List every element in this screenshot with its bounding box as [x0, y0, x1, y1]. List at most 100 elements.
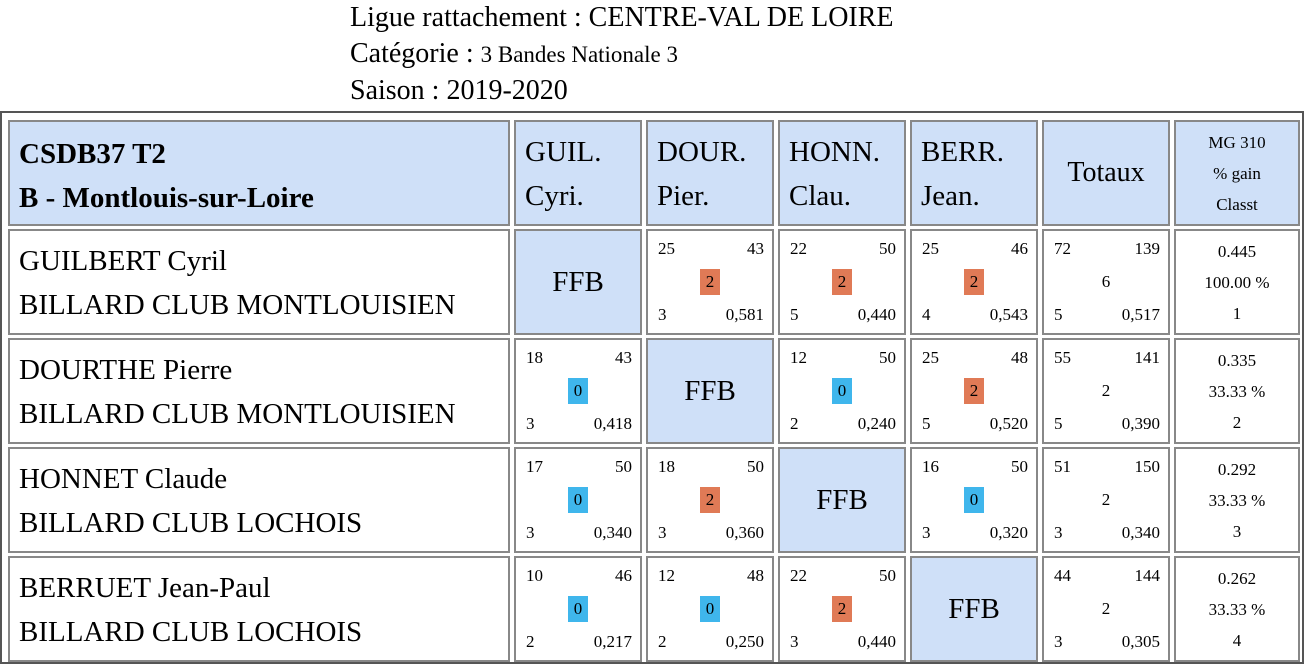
categorie-label: Catégorie :: [350, 38, 474, 69]
player-name-cell: DOURTHE Pierre BILLARD CLUB MONTLOUISIEN: [8, 338, 510, 444]
totals-cell: 44 144 2 3 0,305: [1042, 556, 1170, 662]
player-name: DOURTHE Pierre: [19, 354, 233, 386]
totals-result: 6: [1101, 272, 1111, 291]
match-serie: 5: [922, 414, 931, 433]
match-serie: 2: [790, 414, 799, 433]
classt-value: 1: [1232, 303, 1242, 323]
player-column-header: BERR. Jean.: [910, 120, 1038, 226]
saison-line: Saison : 2019-2020: [350, 73, 894, 109]
totaux-header: Totaux: [1042, 120, 1170, 226]
match-moyenne: 0,520: [989, 414, 1028, 433]
totals-moyenne: 0,340: [1121, 523, 1160, 542]
player-column-header: DOUR. Pier.: [646, 120, 774, 226]
match-reprises: 46: [1011, 239, 1028, 258]
totals-result: 2: [1101, 490, 1111, 509]
totals-serie: 3: [1054, 632, 1063, 651]
totaux-label: Totaux: [1067, 157, 1145, 188]
match-moyenne: 0,217: [593, 632, 632, 651]
match-reprises: 50: [615, 457, 632, 476]
player-club: BILLARD CLUB MONTLOUISIEN: [19, 289, 456, 321]
gain-value: 33.33 %: [1208, 490, 1266, 510]
column-abbr-firstname: Pier.: [657, 180, 710, 212]
match-points: 10: [526, 566, 543, 585]
player-club: BILLARD CLUB LOCHOIS: [19, 616, 363, 648]
match-result-badge: 0: [700, 596, 720, 622]
totals-moyenne: 0,517: [1121, 305, 1160, 324]
match-moyenne: 0,581: [725, 305, 764, 324]
match-moyenne: 0,440: [857, 305, 896, 324]
match-points: 16: [922, 457, 939, 476]
match-cell: 18 50 2 3 0,360: [646, 447, 774, 553]
results-table: CSDB37 T2 B - Montlouis-sur-Loire GUIL. Cyr…: [0, 111, 1304, 664]
match-cell: 12 48 0 2 0,250: [646, 556, 774, 662]
match-points: 12: [790, 348, 807, 367]
match-result-badge: 2: [832, 596, 852, 622]
match-cell: 16 50 0 3 0,320: [910, 447, 1038, 553]
player-name-cell: HONNET Claude BILLARD CLUB LOCHOIS: [8, 447, 510, 553]
match-reprises: 43: [747, 239, 764, 258]
totals-cell: 51 150 2 3 0,340: [1042, 447, 1170, 553]
totals-result: 2: [1101, 599, 1111, 618]
match-cell: 22 50 2 5 0,440: [778, 229, 906, 335]
player-club: BILLARD CLUB MONTLOUISIEN: [19, 398, 456, 430]
match-reprises: 43: [615, 348, 632, 367]
ranking-cell: 0.445 100.00 % 1: [1174, 229, 1300, 335]
match-moyenne: 0,250: [725, 632, 764, 651]
match-reprises: 50: [879, 566, 896, 585]
totals-moyenne: 0,305: [1121, 632, 1160, 651]
totals-moyenne: 0,390: [1121, 414, 1160, 433]
totals-points: 72: [1054, 239, 1071, 258]
totals-points: 55: [1054, 348, 1071, 367]
column-abbr-firstname: Clau.: [789, 180, 852, 212]
match-serie: 4: [922, 305, 931, 324]
totals-points: 51: [1054, 457, 1071, 476]
match-result-badge: 0: [568, 596, 588, 622]
column-abbr-surname: GUIL.: [525, 136, 602, 168]
match-cell: 10 46 0 2 0,217: [514, 556, 642, 662]
categorie-line: Catégorie : 3 Bandes Nationale 3: [350, 36, 894, 73]
match-points: 25: [922, 239, 939, 258]
match-moyenne: 0,543: [989, 305, 1028, 324]
mg-header: MG 310 % gain Classt: [1174, 120, 1300, 226]
match-cell: 17 50 0 3 0,340: [514, 447, 642, 553]
match-serie: 3: [658, 305, 667, 324]
classt-label: Classt: [1216, 194, 1258, 214]
match-cell: 18 43 0 3 0,418: [514, 338, 642, 444]
player-name-cell: BERRUET Jean-Paul BILLARD CLUB LOCHOIS: [8, 556, 510, 662]
gain-value: 100.00 %: [1204, 272, 1270, 292]
match-moyenne: 0,418: [593, 414, 632, 433]
match-reprises: 50: [879, 239, 896, 258]
match-serie: 3: [790, 632, 799, 651]
match-cell: 12 50 0 2 0,240: [778, 338, 906, 444]
totals-points: 44: [1054, 566, 1071, 585]
column-abbr-firstname: Jean.: [921, 180, 980, 212]
match-serie: 2: [526, 632, 535, 651]
match-points: 22: [790, 566, 807, 585]
match-points: 12: [658, 566, 675, 585]
ranking-cell: 0.292 33.33 % 3: [1174, 447, 1300, 553]
column-abbr-surname: DOUR.: [657, 136, 747, 168]
player-club: BILLARD CLUB LOCHOIS: [19, 507, 363, 539]
match-result-badge: 0: [832, 378, 852, 404]
totals-reprises: 141: [1134, 348, 1161, 367]
match-result-badge: 0: [568, 378, 588, 404]
player-column-header: HONN. Clau.: [778, 120, 906, 226]
player-name: BERRUET Jean-Paul: [19, 572, 271, 604]
column-abbr-firstname: Cyri.: [525, 180, 584, 212]
mg-value: 0.292: [1217, 459, 1257, 479]
match-result-badge: 2: [700, 487, 720, 513]
match-reprises: 48: [747, 566, 764, 585]
player-name-cell: GUILBERT Cyril BILLARD CLUB MONTLOUISIEN: [8, 229, 510, 335]
match-reprises: 48: [1011, 348, 1028, 367]
match-serie: 3: [922, 523, 931, 542]
totals-serie: 5: [1054, 414, 1063, 433]
match-points: 18: [526, 348, 543, 367]
ligue-line: Ligue rattachement : CENTRE-VAL DE LOIRE: [350, 0, 894, 36]
match-points: 18: [658, 457, 675, 476]
gain-value: 33.33 %: [1208, 381, 1266, 401]
ffb-cell: FFB: [778, 447, 906, 553]
gain-label: % gain: [1213, 163, 1261, 183]
classt-value: 2: [1232, 412, 1242, 432]
match-moyenne: 0,340: [593, 523, 632, 542]
totals-cell: 72 139 6 5 0,517: [1042, 229, 1170, 335]
